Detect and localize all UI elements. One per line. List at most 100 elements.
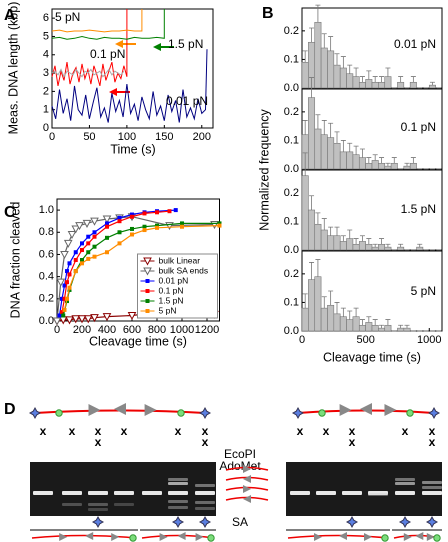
- x-tick-label: 0: [49, 131, 55, 143]
- y-tick-label: 0.1: [284, 134, 299, 146]
- error-bar: [353, 307, 359, 317]
- site-arrow: [88, 404, 101, 416]
- bar: [301, 175, 309, 251]
- bar: [384, 246, 392, 251]
- arrow-head: [109, 88, 117, 96]
- band: [168, 491, 188, 495]
- error-bar: [366, 238, 372, 245]
- marker: [102, 215, 112, 224]
- legend-marker: [145, 279, 150, 283]
- y-tick-label: 0.0: [284, 325, 299, 337]
- y-tick-label: 1.0: [39, 204, 54, 216]
- error-bar: [334, 131, 340, 144]
- bar: [339, 67, 347, 89]
- bar: [314, 223, 322, 251]
- end-label: [406, 409, 414, 417]
- series-line: [51, 9, 165, 40]
- gel: [30, 462, 216, 516]
- bar: [339, 241, 347, 251]
- bar: [371, 324, 379, 332]
- marker: [73, 269, 78, 274]
- panel-title: 0.01 pN: [394, 37, 436, 51]
- enzyme-mark: x: [40, 424, 47, 438]
- marker: [130, 232, 134, 237]
- bar: [403, 327, 411, 332]
- site-arrow: [243, 475, 251, 483]
- error-bar: [302, 152, 308, 176]
- error-bar: [385, 243, 391, 248]
- panel-title: 5 pN: [411, 284, 436, 298]
- bar: [346, 73, 354, 89]
- dna: [141, 534, 215, 539]
- bar: [384, 76, 392, 89]
- marker: [130, 212, 134, 217]
- marker: [105, 224, 109, 229]
- marker: [83, 315, 93, 324]
- marker: [52, 317, 62, 326]
- error-bar: [309, 262, 315, 280]
- bar: [397, 81, 405, 89]
- band: [422, 486, 442, 489]
- marker: [86, 241, 91, 246]
- y-tick-label: 0.4: [39, 271, 54, 283]
- marker: [65, 316, 74, 325]
- x-tick-label: 500: [356, 334, 374, 346]
- error-bar: [321, 120, 327, 135]
- site-arrow: [59, 533, 68, 541]
- bar: [365, 243, 373, 251]
- x-tick-label: 1200: [195, 324, 219, 336]
- y-tick-label: 2: [43, 85, 49, 97]
- marker: [60, 296, 64, 301]
- bar: [327, 235, 335, 251]
- band: [422, 481, 442, 484]
- marker: [217, 223, 222, 228]
- marker: [142, 224, 147, 229]
- legend-marker: [143, 267, 152, 276]
- bar: [384, 165, 392, 170]
- y-tick-label: 0.8: [39, 226, 54, 238]
- error-bar: [379, 76, 385, 83]
- error-bar: [328, 290, 334, 306]
- error-bar: [429, 81, 435, 86]
- site-arrow: [85, 532, 94, 540]
- bar: [320, 134, 328, 170]
- bar: [327, 137, 335, 170]
- legend-box: [137, 253, 218, 319]
- bar: [301, 61, 309, 89]
- marker: [75, 222, 84, 231]
- error-bar: [334, 302, 340, 314]
- marker: [92, 230, 97, 235]
- error-bar: [302, 120, 308, 135]
- error-bar: [309, 77, 315, 98]
- bar: [371, 160, 379, 170]
- legend-marker: [143, 257, 152, 266]
- series-line: [51, 68, 125, 78]
- band: [33, 491, 53, 495]
- marker: [60, 250, 69, 260]
- marker: [180, 221, 184, 226]
- bar: [365, 162, 373, 170]
- marker: [62, 296, 67, 301]
- bar: [327, 304, 335, 332]
- error-bar: [353, 145, 359, 155]
- error-bar: [404, 324, 410, 329]
- band: [195, 501, 215, 504]
- site-arrow: [243, 465, 251, 473]
- error-bar: [385, 319, 391, 326]
- bar: [397, 327, 405, 332]
- sa-icon: [291, 406, 305, 420]
- bar: [378, 162, 386, 170]
- end-label: [381, 534, 389, 542]
- site-arrow: [177, 532, 186, 540]
- y-tick-label: 6: [43, 12, 49, 24]
- y-tick-label: 0.0: [39, 315, 54, 327]
- bar: [339, 151, 347, 170]
- error-bar: [340, 56, 346, 68]
- bar: [333, 235, 341, 251]
- marker: [73, 258, 78, 262]
- band: [168, 482, 188, 485]
- error-bar: [347, 310, 353, 320]
- marker: [73, 250, 78, 255]
- marker: [80, 258, 84, 262]
